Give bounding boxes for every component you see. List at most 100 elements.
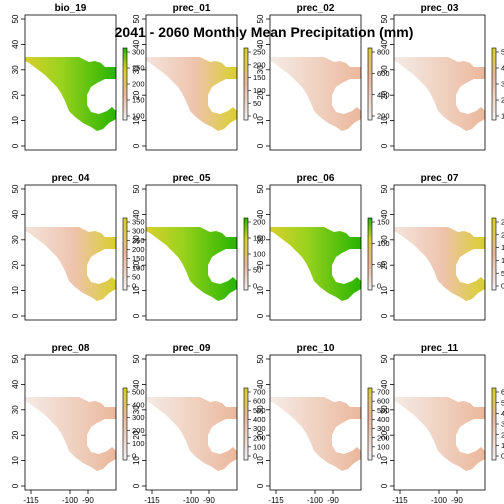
legend-tick-label: 200 bbox=[377, 433, 390, 442]
legend-colorbar bbox=[243, 387, 249, 461]
panel-title: prec_04 bbox=[52, 173, 90, 184]
legend-tick-label: 50 bbox=[132, 272, 140, 281]
y-tick-label: 50 bbox=[11, 354, 20, 363]
panel-title: prec_06 bbox=[297, 173, 335, 184]
legend-tick-label: 150 bbox=[132, 254, 145, 263]
legend-tick-label: 400 bbox=[377, 415, 390, 424]
plot-frame bbox=[24, 14, 117, 151]
y-tick-label: 30 bbox=[380, 65, 389, 74]
y-tick-label: 40 bbox=[132, 379, 141, 388]
x-tick-label: -100 bbox=[62, 496, 79, 504]
legend-tick-label: 150 bbox=[253, 73, 266, 82]
legend-tick-label: 400 bbox=[132, 400, 145, 409]
y-tick-label: 20 bbox=[11, 260, 20, 269]
plot-frame bbox=[393, 14, 486, 151]
legend-tick-label: 200 bbox=[377, 112, 390, 121]
legend-colorbar bbox=[491, 47, 497, 121]
panel-title: prec_02 bbox=[297, 3, 335, 14]
legend-tick-label: 300 bbox=[132, 413, 145, 422]
y-tick-label: 0 bbox=[132, 483, 141, 488]
legend-tick-label: 800 bbox=[377, 48, 390, 57]
map-panel-prec_07: prec_0701020304050050100150200250 bbox=[380, 173, 504, 321]
y-tick-label: 20 bbox=[132, 260, 141, 269]
map-raster bbox=[25, 397, 116, 471]
y-tick-label: 30 bbox=[132, 405, 141, 414]
legend-tick-label: 300 bbox=[132, 48, 145, 57]
legend-tick-label: 300 bbox=[253, 424, 266, 433]
y-tick-label: 10 bbox=[11, 116, 20, 125]
legend-tick-label: 0 bbox=[132, 452, 136, 461]
x-tick-label: -90 bbox=[203, 496, 215, 504]
map-raster bbox=[394, 227, 485, 301]
map-raster bbox=[146, 397, 237, 471]
plot-frame bbox=[393, 354, 486, 491]
legend-colorbar bbox=[367, 217, 373, 291]
x-tick-label: -90 bbox=[451, 496, 463, 504]
y-tick-label: 40 bbox=[132, 209, 141, 218]
y-tick-label: 10 bbox=[132, 116, 141, 125]
map-raster bbox=[270, 227, 361, 301]
legend-tick-label: 600 bbox=[253, 397, 266, 406]
y-tick-label: 50 bbox=[380, 184, 389, 193]
y-tick-label: 50 bbox=[256, 184, 265, 193]
y-tick-label: 20 bbox=[132, 90, 141, 99]
legend-tick-label: 0 bbox=[501, 282, 504, 291]
y-tick-label: 10 bbox=[380, 456, 389, 465]
map-raster bbox=[25, 57, 116, 131]
legend-tick-label: 100 bbox=[132, 439, 145, 448]
plot-frame bbox=[145, 354, 238, 491]
legend-tick-label: 500 bbox=[501, 398, 504, 407]
legend-tick-label: 300 bbox=[377, 424, 390, 433]
y-tick-label: 20 bbox=[380, 260, 389, 269]
y-tick-label: 50 bbox=[132, 184, 141, 193]
x-tick-label: -90 bbox=[327, 496, 339, 504]
plot-frame bbox=[24, 184, 117, 321]
legend-tick-label: 50 bbox=[501, 269, 504, 278]
panel-title: prec_10 bbox=[297, 343, 335, 354]
y-tick-label: 50 bbox=[256, 354, 265, 363]
y-tick-label: 30 bbox=[132, 65, 141, 74]
y-tick-label: 40 bbox=[380, 379, 389, 388]
legend-tick-label: 200 bbox=[132, 80, 145, 89]
map-raster bbox=[270, 397, 361, 471]
legend-tick-label: 200 bbox=[501, 96, 504, 105]
y-tick-label: 40 bbox=[380, 39, 389, 48]
legend-tick-label: 100 bbox=[253, 250, 266, 259]
y-tick-label: 10 bbox=[256, 286, 265, 295]
x-tick-label: -100 bbox=[183, 496, 200, 504]
legend-tick-label: 700 bbox=[377, 388, 390, 397]
legend-tick-label: 0 bbox=[377, 452, 381, 461]
y-tick-label: 10 bbox=[380, 116, 389, 125]
y-tick-label: 30 bbox=[11, 405, 20, 414]
legend-tick-label: 100 bbox=[377, 442, 390, 451]
y-tick-label: 30 bbox=[256, 405, 265, 414]
legend-tick-label: 350 bbox=[132, 218, 145, 227]
plot-frame bbox=[393, 184, 486, 321]
plot-frame bbox=[269, 354, 362, 491]
legend-colorbar bbox=[122, 387, 128, 461]
legend-tick-label: 300 bbox=[132, 227, 145, 236]
y-tick-label: 0 bbox=[11, 313, 20, 318]
y-tick-label: 0 bbox=[11, 483, 20, 488]
map-raster bbox=[394, 57, 485, 131]
y-tick-label: 40 bbox=[11, 379, 20, 388]
y-tick-label: 50 bbox=[132, 354, 141, 363]
legend-tick-label: 100 bbox=[377, 239, 390, 248]
legend-tick-label: 150 bbox=[253, 234, 266, 243]
y-tick-label: 0 bbox=[132, 143, 141, 148]
legend-tick-label: 50 bbox=[377, 260, 385, 269]
x-tick-label: -115 bbox=[268, 496, 284, 504]
legend-tick-label: 300 bbox=[501, 420, 504, 429]
y-tick-label: 30 bbox=[380, 405, 389, 414]
legend-tick-label: 500 bbox=[253, 406, 266, 415]
legend-tick-label: 200 bbox=[132, 426, 145, 435]
legend-tick-label: 0 bbox=[253, 282, 257, 291]
